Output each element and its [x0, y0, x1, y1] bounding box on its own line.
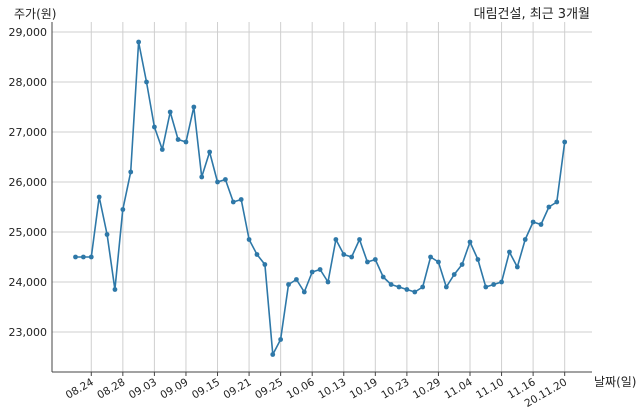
data-point [246, 237, 252, 242]
y-tick-label: 27,000 [9, 126, 48, 139]
y-tick-label: 24,000 [9, 276, 48, 289]
data-point [388, 282, 394, 287]
y-tick-label: 23,000 [9, 326, 48, 339]
y-tick-label: 29,000 [9, 26, 48, 39]
data-point [467, 239, 473, 245]
x-tick-label: 11.04 [442, 376, 474, 402]
data-point [73, 254, 78, 260]
data-point [175, 137, 181, 142]
y-tick-label: 25,000 [9, 226, 48, 239]
data-point [451, 272, 457, 277]
data-point [152, 124, 157, 130]
data-point [199, 174, 205, 180]
x-tick-label: 09.21 [222, 376, 254, 401]
data-point [412, 289, 418, 295]
data-point [120, 207, 126, 212]
data-point [325, 279, 331, 285]
data-point [167, 109, 173, 115]
data-point [96, 194, 102, 200]
data-point [333, 237, 339, 242]
x-tick-label: 11.10 [474, 376, 506, 401]
data-point [270, 352, 276, 357]
data-point [223, 177, 228, 182]
data-point [357, 237, 362, 242]
data-point [404, 287, 410, 292]
data-point [522, 237, 528, 242]
data-point [278, 337, 284, 342]
data-point [349, 254, 355, 260]
data-point [317, 267, 323, 272]
x-tick-label: 08.28 [95, 376, 127, 401]
y-tick-label: 28,000 [9, 76, 48, 89]
data-point [554, 199, 560, 205]
x-tick-label: 10.19 [348, 376, 380, 401]
data-point [254, 252, 260, 257]
x-tick-label: 09.09 [158, 376, 190, 401]
data-point [428, 254, 433, 260]
data-point [475, 257, 481, 262]
data-point [136, 39, 142, 45]
data-point [396, 284, 402, 290]
labels: 주가(원) 대림건설, 최근 3개월 날짜(일) [14, 7, 636, 389]
data-point [365, 259, 370, 265]
data-point [80, 254, 86, 260]
series-layer [73, 39, 568, 357]
x-tick-label: 09.25 [253, 376, 285, 401]
data-point [262, 262, 268, 267]
data-point [309, 269, 315, 275]
data-point [436, 259, 441, 265]
data-point [104, 232, 110, 237]
data-point [294, 277, 299, 282]
x-tick-label: 10.13 [316, 376, 348, 401]
chart-title: 대림건설, 최근 3개월 [474, 7, 590, 22]
data-point [207, 149, 213, 155]
data-point [483, 284, 489, 290]
data-point [183, 139, 189, 145]
data-point [499, 279, 504, 285]
data-point [380, 274, 386, 280]
data-point [88, 254, 94, 260]
data-point [215, 179, 220, 185]
series-line [75, 41, 566, 356]
x-tick-label: 09.03 [127, 376, 159, 401]
x-tick-label: 10.23 [379, 376, 411, 401]
data-point [230, 199, 236, 205]
data-point [238, 197, 244, 202]
data-point [372, 257, 378, 262]
data-point [420, 284, 426, 290]
data-point [530, 219, 536, 225]
y-axis-title: 주가(원) [14, 7, 56, 21]
grid [52, 22, 592, 372]
data-point [128, 169, 134, 175]
data-point [546, 204, 552, 210]
data-point [191, 104, 197, 110]
data-point [491, 282, 497, 287]
x-tick-label: 09.15 [190, 376, 222, 401]
data-point [459, 262, 465, 267]
data-point [514, 264, 520, 270]
data-point [562, 139, 568, 145]
x-tick-label: 10.29 [411, 376, 443, 401]
data-point [301, 289, 307, 295]
data-point [286, 282, 291, 287]
x-tick-label: 10.06 [285, 376, 317, 402]
data-point [144, 79, 149, 85]
data-point [159, 147, 165, 152]
x-tick-label: 08.24 [64, 376, 96, 402]
data-point [443, 284, 449, 290]
y-tick-label: 26,000 [9, 176, 48, 189]
data-point [507, 249, 512, 255]
data-point [538, 222, 544, 227]
x-axis-title: 날짜(일) [594, 375, 636, 389]
data-point [341, 252, 347, 257]
data-point [112, 287, 118, 292]
